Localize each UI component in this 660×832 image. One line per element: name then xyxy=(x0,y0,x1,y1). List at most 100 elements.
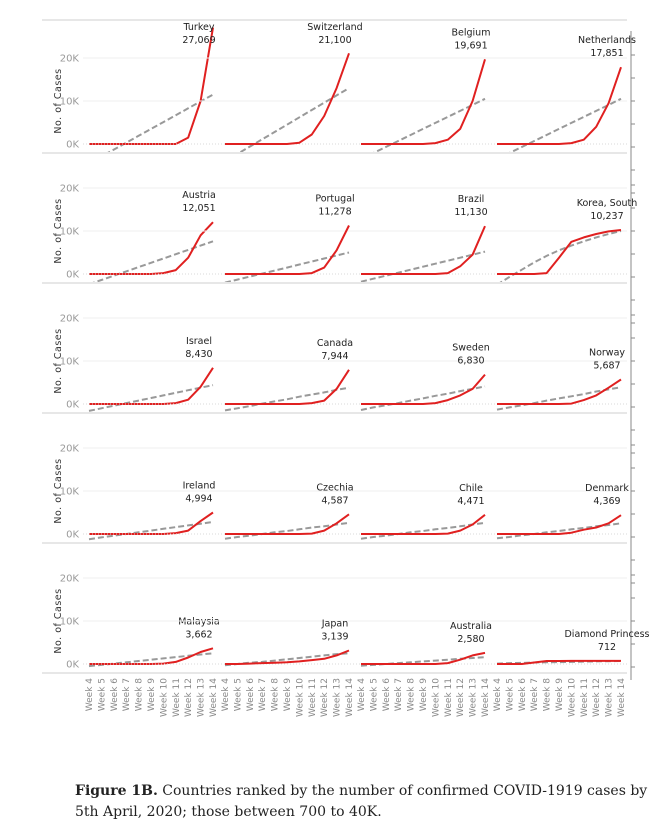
cases-line xyxy=(225,369,350,405)
x-tick-label: Week 7 xyxy=(394,678,404,711)
x-tick-label: Week 8 xyxy=(135,678,145,712)
x-tick-label: Week 12 xyxy=(456,678,466,717)
y-tick-label: 0K xyxy=(66,530,79,541)
value-label: 12,051 xyxy=(182,203,215,214)
x-tick-label: Week 14 xyxy=(345,678,355,717)
small-multiples-chart: Turkey 27,069 0K 10K 20K No. of Cases Switzerl… xyxy=(42,19,650,717)
panel-czechia: Czechia 4,587 xyxy=(224,482,354,540)
cases-line xyxy=(89,367,214,405)
panel-belgium: Belgium 19,691 xyxy=(361,27,490,152)
x-tick-label: Week 9 xyxy=(283,678,293,712)
value-label: 8,430 xyxy=(185,349,212,360)
panel-japan: Japan 3,139 xyxy=(224,619,350,667)
trend-line xyxy=(360,521,486,540)
country-label: Malaysia xyxy=(178,616,220,627)
y-tick-label: 10K xyxy=(60,487,80,498)
panel-sweden: Sweden 6,830 xyxy=(360,343,490,411)
y-tick-label: 0K xyxy=(66,270,79,281)
cases-line xyxy=(497,659,621,665)
country-label: Turkey xyxy=(183,22,215,33)
panel-turkey: Turkey 27,069 xyxy=(89,22,216,152)
x-tick-label: Week 13 xyxy=(469,678,479,717)
x-tick-label: Week 8 xyxy=(271,678,281,712)
y-axis-label: No. of Cases xyxy=(53,328,64,393)
x-tick-label: Week 6 xyxy=(246,678,256,712)
country-label: Diamond Princess xyxy=(564,629,649,640)
cases-line xyxy=(89,27,214,145)
x-tick-label: Week 11 xyxy=(172,678,182,717)
panel-austria: Austria 12,051 xyxy=(89,190,216,282)
panel-netherlands: Netherlands 17,851 xyxy=(497,35,636,152)
value-label: 4,471 xyxy=(457,496,484,507)
cases-line xyxy=(497,229,622,275)
x-tick-label: Week 5 xyxy=(369,678,379,711)
trend-line xyxy=(88,521,214,541)
value-label: 5,687 xyxy=(593,361,620,372)
trend-line xyxy=(360,250,486,282)
figure-caption-text: Countries ranked by the number of confir… xyxy=(75,783,648,820)
cases-line xyxy=(225,225,350,275)
x-tick-label: Week 4 xyxy=(493,678,503,712)
country-label: Norway xyxy=(589,348,625,359)
country-label: Korea, South xyxy=(577,198,638,209)
trend-line xyxy=(224,386,350,412)
x-tick-label: Week 5 xyxy=(233,678,243,711)
x-tick-label: Week 13 xyxy=(333,678,343,717)
cases-line xyxy=(89,647,214,665)
value-label: 4,587 xyxy=(321,495,348,506)
x-tick-label: Week 13 xyxy=(197,678,207,717)
y-tick-label: 10K xyxy=(60,357,80,368)
x-tick-label: Week 14 xyxy=(209,678,219,717)
y-tick-label: 10K xyxy=(60,617,80,628)
panel-diamond-princess: Diamond Princess 712 xyxy=(496,629,650,665)
value-label: 10,237 xyxy=(590,211,623,222)
value-label: 712 xyxy=(598,642,616,653)
x-tick-label: Week 8 xyxy=(543,678,553,712)
value-label: 3,662 xyxy=(185,629,212,640)
x-tick-label: Week 5 xyxy=(97,678,107,711)
trend-line xyxy=(224,521,350,540)
panel-canada: Canada 7,944 xyxy=(224,338,353,412)
x-tick-label: Week 10 xyxy=(295,678,305,717)
y-tick-label: 20K xyxy=(60,184,80,195)
panel-denmark: Denmark 4,369 xyxy=(496,483,629,540)
x-tick-label: Week 14 xyxy=(481,678,491,717)
country-label: Netherlands xyxy=(578,35,636,46)
x-tick-label: Week 14 xyxy=(617,678,627,717)
x-tick-label: Week 8 xyxy=(407,678,417,712)
country-label: Israel xyxy=(186,336,212,347)
panel-portugal: Portugal 11,278 xyxy=(224,194,355,282)
x-tick-label: Week 4 xyxy=(221,678,231,712)
panel-korea-south: Korea, South 10,237 xyxy=(497,198,638,282)
x-tick-label: Week 11 xyxy=(444,678,454,717)
cases-line xyxy=(497,66,622,145)
trend-line xyxy=(107,93,214,152)
value-label: 11,278 xyxy=(318,207,351,218)
x-tick-label: Week 10 xyxy=(159,678,169,717)
value-label: 17,851 xyxy=(590,48,623,59)
value-label: 2,580 xyxy=(457,634,484,645)
x-tick-label: Week 7 xyxy=(530,678,540,711)
country-label: Switzerland xyxy=(307,22,362,33)
y-tick-label: 20K xyxy=(60,314,80,325)
y-tick-label: 20K xyxy=(60,444,80,455)
value-label: 4,369 xyxy=(593,496,620,507)
panel-malaysia: Malaysia 3,662 xyxy=(88,616,220,668)
cases-line xyxy=(361,59,486,145)
x-tick-label: Week 10 xyxy=(567,678,577,717)
cases-line xyxy=(361,514,486,535)
x-tick-label: Week 4 xyxy=(357,678,367,712)
panel-ireland: Ireland 4,994 xyxy=(88,481,216,541)
figure-label: Figure 1B. xyxy=(75,783,158,799)
trend-line xyxy=(509,97,622,152)
cases-line xyxy=(225,52,350,145)
y-tick-label: 0K xyxy=(66,660,79,671)
country-label: Ireland xyxy=(183,481,216,492)
country-label: Australia xyxy=(450,621,492,632)
x-tick-label: Week 10 xyxy=(431,678,441,717)
x-axis-labels: Week 4 Week 5 Week 6 Week 7 Week 8 Week 9 Week… xyxy=(85,678,627,717)
cases-line xyxy=(361,373,486,405)
trend-line xyxy=(373,97,486,152)
value-label: 7,944 xyxy=(321,351,348,362)
country-label: Canada xyxy=(317,338,353,349)
